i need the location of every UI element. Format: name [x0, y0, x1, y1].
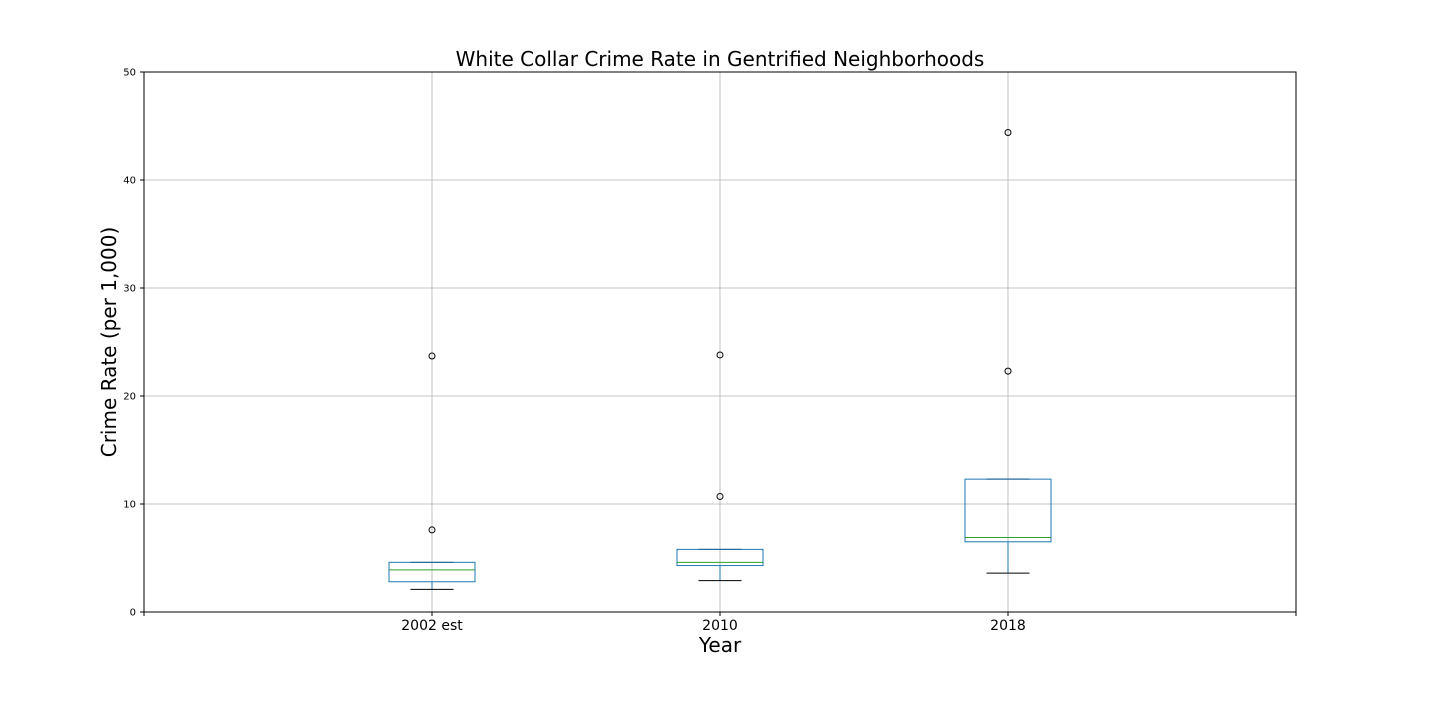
iqr-box: [964, 478, 1052, 543]
marks-layer: [388, 128, 1052, 590]
y-tick-label: 20: [123, 392, 136, 403]
outlier-point: [1004, 367, 1012, 375]
x-tick-label: 2018: [990, 618, 1026, 634]
y-tick-label: 0: [130, 608, 136, 619]
y-tick-label: 50: [123, 68, 136, 79]
iqr-box: [388, 561, 476, 583]
x-axis-label: Year: [698, 633, 742, 657]
x-tick-label: 2002 est: [401, 618, 463, 634]
outlier-point: [716, 492, 724, 500]
chart-title: White Collar Crime Rate in Gentrified Ne…: [456, 47, 985, 71]
outlier-point: [1004, 128, 1012, 136]
outlier-point: [428, 352, 436, 360]
grid-layer: [144, 71, 1296, 613]
outlier-point: [428, 526, 436, 534]
y-axis-label: Crime Rate (per 1,000): [97, 227, 121, 458]
iqr-box: [676, 548, 764, 567]
y-tick-label: 40: [123, 176, 136, 187]
x-tick-label: 2010: [702, 618, 738, 634]
y-tick-label: 30: [123, 284, 136, 295]
outlier-point: [716, 351, 724, 359]
y-tick-label: 10: [123, 500, 136, 511]
axis-layer: 0 10 20 30 40 50 2002 est 2010 2018: [123, 68, 1297, 634]
